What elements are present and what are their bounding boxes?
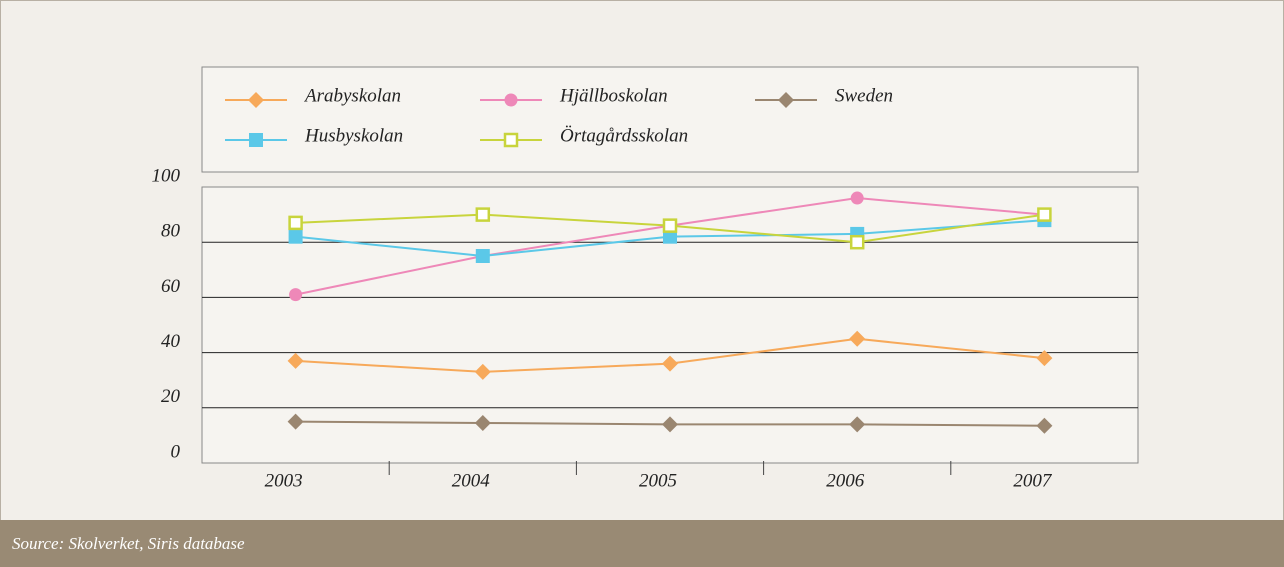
legend-marker <box>248 92 264 108</box>
source: Source: Skolverket, Siris database <box>12 534 245 553</box>
legend-marker <box>503 132 519 148</box>
data-point <box>849 416 866 433</box>
data-point <box>849 330 866 347</box>
data-point <box>287 413 304 430</box>
legend-marker <box>249 133 263 147</box>
y-tick-label: 100 <box>152 165 181 186</box>
y-tick-label: 0 <box>171 441 181 462</box>
data-point <box>850 191 864 205</box>
x-tick-label: 2006 <box>826 470 865 491</box>
data-point <box>1036 417 1053 434</box>
footer <box>0 520 1284 567</box>
legend-label: Hjällboskolan <box>559 85 668 106</box>
legend-label: Husbyskolan <box>304 125 403 146</box>
x-tick-label: 2005 <box>639 470 677 491</box>
y-tick-label: 20 <box>161 386 181 407</box>
legend-label: Sweden <box>835 85 893 106</box>
data-point <box>1037 207 1052 222</box>
data-point <box>663 229 677 244</box>
y-tick-label: 40 <box>161 331 181 352</box>
data-point <box>662 218 678 233</box>
data-point <box>662 355 678 372</box>
x-tick-label: 2003 <box>265 470 303 491</box>
y-tick-label: 60 <box>161 276 181 297</box>
x-tick-label: 2007 <box>1013 470 1053 491</box>
x-tick-label: 2004 <box>452 470 491 491</box>
legend-marker <box>778 92 794 108</box>
data-point <box>287 352 304 369</box>
data-point <box>849 234 865 250</box>
data-point <box>288 215 303 231</box>
data-point <box>288 229 303 244</box>
data-point <box>474 363 491 380</box>
legend-label: Örtagårdsskolan <box>560 125 688 146</box>
data-point <box>289 288 303 302</box>
data-point <box>474 414 491 431</box>
legend-box <box>201 66 1139 173</box>
data-point <box>1036 350 1053 367</box>
legend-marker <box>504 93 518 107</box>
data-point <box>662 416 678 433</box>
legend-label: Arabyskolan <box>303 85 401 106</box>
data-point <box>475 207 491 222</box>
data-point <box>475 249 490 263</box>
y-tick-label: 80 <box>161 221 181 242</box>
